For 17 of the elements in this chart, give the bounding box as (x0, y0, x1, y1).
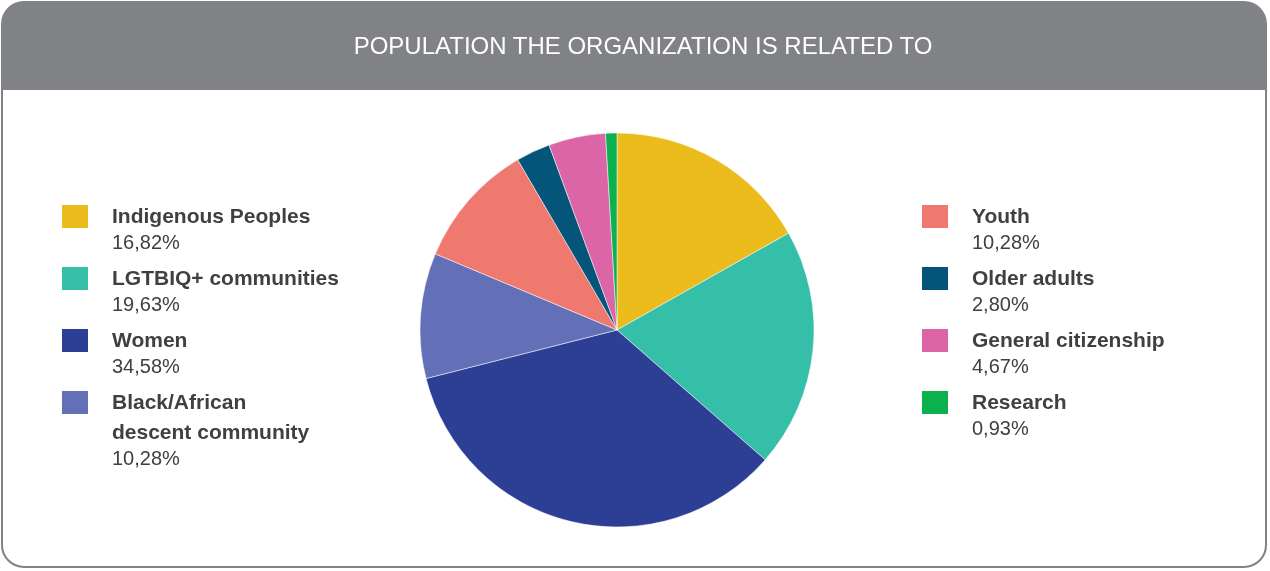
legend-label: Older adults (972, 266, 1095, 289)
data-label: 34,58% (112, 355, 181, 377)
data-label: 10,28% (112, 447, 181, 469)
legend-label: Indigenous Peoples (112, 204, 311, 227)
legend-label: LGTBIQ+ communities (112, 266, 339, 289)
legend-label: General citizenship (972, 328, 1165, 351)
legend-label: Youth (972, 204, 1030, 227)
data-label: 0,93% (972, 417, 1029, 439)
data-label: 16,82% (112, 231, 181, 253)
data-label: 2,80% (972, 293, 1029, 315)
data-label: 10,28% (972, 231, 1041, 253)
data-label: 4,67% (972, 355, 1029, 377)
legend-label: Women (112, 328, 188, 351)
data-label: 19,63% (112, 293, 181, 315)
legend-label: Black/African descent community (112, 390, 310, 443)
legend-label: Research (972, 390, 1067, 413)
chart-title: POPULATION THE ORGANIZATION IS RELATED TO (353, 32, 933, 59)
